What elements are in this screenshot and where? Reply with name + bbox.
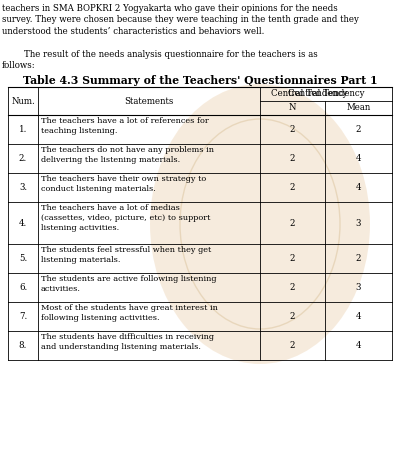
Text: Central Tendency: Central Tendency [288, 89, 364, 99]
Ellipse shape [150, 84, 370, 364]
Text: Most of the students have great interest in
following listening activities.: Most of the students have great interest… [41, 304, 218, 322]
Text: 3: 3 [356, 218, 361, 227]
Text: 3.: 3. [19, 183, 27, 192]
Text: understood the students’ characteristics and behaviors well.: understood the students’ characteristics… [2, 27, 264, 36]
Text: 2: 2 [290, 312, 295, 321]
Text: The students feel stressful when they get
listening materials.: The students feel stressful when they ge… [41, 246, 211, 264]
Text: 2: 2 [290, 341, 295, 350]
Text: The students are active following listening
activities.: The students are active following listen… [41, 275, 216, 293]
Text: 8.: 8. [19, 341, 27, 350]
Text: 2: 2 [356, 254, 361, 263]
Text: 2: 2 [290, 283, 295, 292]
Text: N: N [289, 104, 296, 113]
Text: 6.: 6. [19, 283, 27, 292]
Text: survey. They were chosen because they were teaching in the tenth grade and they: survey. They were chosen because they we… [2, 15, 359, 25]
Text: 4: 4 [356, 154, 361, 163]
Text: 4: 4 [356, 341, 361, 350]
Text: 1.: 1. [19, 125, 27, 134]
Text: The students have difficulties in receiving
and understanding listening material: The students have difficulties in receiv… [41, 333, 214, 351]
Text: teachers in SMA BOPKRI 2 Yogyakarta who gave their opinions for the needs: teachers in SMA BOPKRI 2 Yogyakarta who … [2, 4, 338, 13]
Text: The result of the needs analysis questionnaire for the teachers is as: The result of the needs analysis questio… [2, 50, 318, 59]
Text: Statements: Statements [124, 97, 174, 105]
Text: 4.: 4. [19, 218, 27, 227]
Text: 3: 3 [356, 283, 361, 292]
Text: Central Tendency: Central Tendency [271, 89, 348, 99]
Text: 2.: 2. [19, 154, 27, 163]
Text: The teachers do not have any problems in
delivering the listening materials.: The teachers do not have any problems in… [41, 146, 214, 164]
Text: Num.: Num. [11, 97, 35, 105]
Text: 2: 2 [290, 218, 295, 227]
Text: 2: 2 [356, 125, 361, 134]
Text: 4: 4 [356, 312, 361, 321]
Text: 2: 2 [290, 254, 295, 263]
Text: Table 4.3 Summary of the Teachers' Questionnaires Part 1: Table 4.3 Summary of the Teachers' Quest… [23, 75, 377, 86]
Text: 2: 2 [290, 154, 295, 163]
Text: 2: 2 [290, 183, 295, 192]
Text: The teachers have a lot of medias
(cassettes, video, picture, etc) to support
li: The teachers have a lot of medias (casse… [41, 204, 210, 232]
Text: The teachers have their own strategy to
conduct listening materials.: The teachers have their own strategy to … [41, 175, 206, 193]
Text: 2: 2 [290, 125, 295, 134]
Text: Mean: Mean [346, 104, 371, 113]
Text: 7.: 7. [19, 312, 27, 321]
Text: The teachers have a lot of references for
teaching listening.: The teachers have a lot of references fo… [41, 117, 209, 135]
Text: 4: 4 [356, 183, 361, 192]
Text: 5.: 5. [19, 254, 27, 263]
Text: follows:: follows: [2, 61, 36, 70]
